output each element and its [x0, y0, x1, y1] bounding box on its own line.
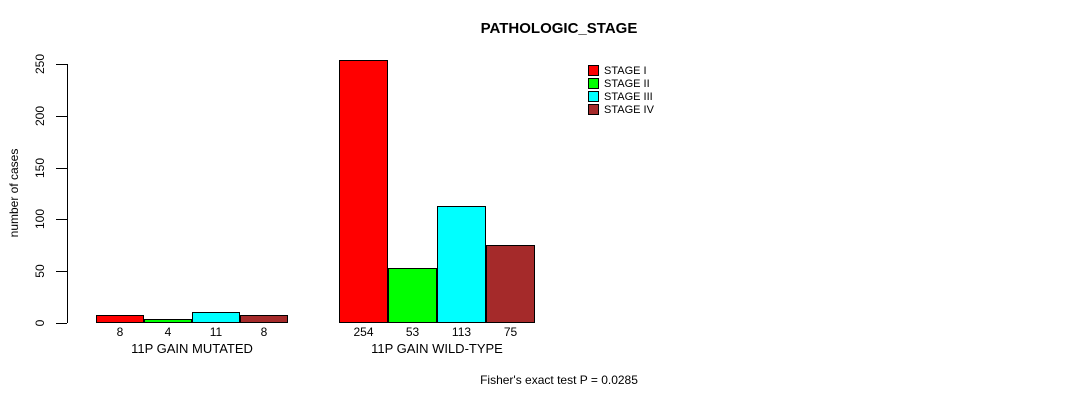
bar-value-label: 8	[116, 325, 124, 339]
bar-stage-iv	[486, 245, 535, 323]
y-tick	[56, 168, 67, 169]
category-label: 11P GAIN MUTATED	[131, 341, 253, 356]
bar-value-label: 254	[353, 325, 374, 339]
y-tick	[56, 116, 67, 117]
y-tick	[56, 219, 67, 220]
bar-value-label: 11	[209, 325, 223, 339]
y-tick	[56, 323, 67, 324]
bar-value-label: 53	[405, 325, 420, 339]
legend-swatch-icon	[588, 91, 599, 102]
bar-stage-i	[339, 60, 388, 323]
y-axis-title: number of cases	[7, 148, 21, 238]
legend-label: STAGE III	[604, 90, 653, 103]
bar-value-label: 4	[164, 325, 172, 339]
bar-value-label: 75	[503, 325, 518, 339]
y-tick-label: 50	[33, 264, 47, 278]
bar-stage-iii	[437, 206, 486, 323]
legend-label: STAGE IV	[604, 103, 654, 116]
legend-swatch-icon	[588, 65, 599, 76]
y-tick-label: 100	[33, 208, 47, 230]
chart-title: PATHOLOGIC_STAGE	[480, 20, 638, 37]
legend-item-stage-i: STAGE I	[588, 64, 654, 77]
y-tick-label: 150	[33, 157, 47, 179]
legend-label: STAGE I	[604, 64, 647, 77]
bar-value-label: 8	[260, 325, 268, 339]
bar-stage-ii	[144, 319, 192, 323]
fisher-test-annotation: Fisher's exact test P = 0.0285	[480, 373, 638, 387]
legend: STAGE I STAGE II STAGE III STAGE IV	[588, 64, 654, 116]
legend-item-stage-ii: STAGE II	[588, 77, 654, 90]
legend-swatch-icon	[588, 104, 599, 115]
y-axis-line	[67, 64, 68, 323]
legend-item-stage-iv: STAGE IV	[588, 103, 654, 116]
y-tick	[56, 271, 67, 272]
y-tick-label: 250	[33, 53, 47, 75]
bar-stage-iii	[192, 312, 240, 323]
bar-value-label: 113	[451, 325, 472, 339]
y-tick-label: 0	[33, 319, 47, 327]
legend-label: STAGE II	[604, 77, 650, 90]
bar-stage-iv	[240, 315, 288, 323]
bar-stage-i	[96, 315, 144, 323]
legend-item-stage-iii: STAGE III	[588, 90, 654, 103]
y-tick	[56, 64, 67, 65]
category-label: 11P GAIN WILD-TYPE	[371, 341, 503, 356]
y-tick-label: 200	[33, 105, 47, 127]
bar-stage-ii	[388, 268, 437, 323]
legend-swatch-icon	[588, 78, 599, 89]
